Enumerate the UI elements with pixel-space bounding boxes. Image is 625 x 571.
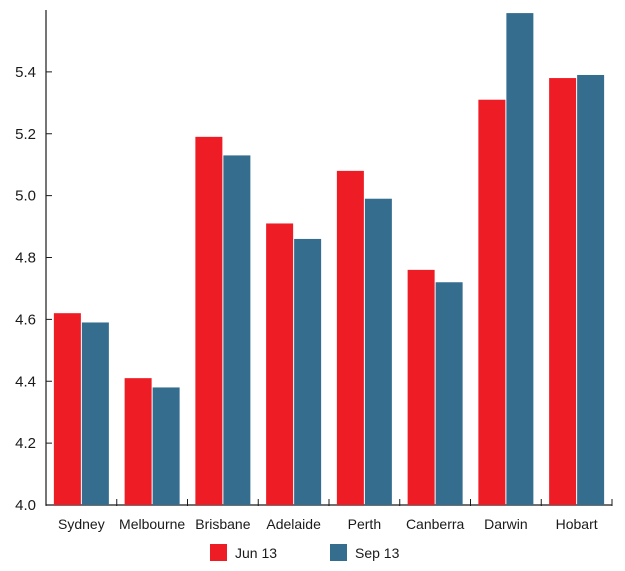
bar-jun-13-brisbane	[195, 136, 223, 505]
bar-jun-13-hobart	[549, 78, 577, 505]
bar-sep-13-darwin	[506, 13, 534, 505]
bar-sep-13-brisbane	[223, 155, 251, 505]
x-category-label: Darwin	[484, 516, 528, 532]
bar-sep-13-canberra	[435, 282, 463, 505]
x-category-label: Brisbane	[195, 516, 250, 532]
x-category-label: Canberra	[406, 516, 465, 532]
bar-jun-13-darwin	[478, 99, 506, 505]
bar-jun-13-adelaide	[266, 223, 294, 505]
legend-label: Jun 13	[235, 545, 277, 561]
bar-jun-13-sydney	[53, 313, 81, 505]
y-tick-label: 4.8	[15, 250, 36, 267]
y-axis: 4.0 4.2 4.4 4.6 4.8 5.0 5.2 5.4	[15, 10, 52, 514]
bar-sep-13-hobart	[577, 74, 605, 505]
x-category-label: Adelaide	[266, 516, 321, 532]
bar-sep-13-melbourne	[152, 387, 180, 505]
bars	[53, 13, 605, 505]
bar-jun-13-canberra	[407, 269, 435, 505]
bar-sep-13-adelaide	[294, 238, 322, 505]
y-tick-label: 4.6	[15, 311, 36, 328]
y-tick-label: 5.4	[15, 64, 36, 81]
x-category-label: Perth	[348, 516, 381, 532]
y-tick-label: 5.2	[15, 126, 36, 143]
y-tick-label: 4.0	[15, 497, 36, 514]
legend-label: Sep 13	[355, 545, 400, 561]
x-category-label: Melbourne	[119, 516, 185, 532]
y-tick-label: 4.2	[15, 435, 36, 452]
bar-jun-13-perth	[336, 170, 364, 505]
bar-sep-13-perth	[364, 198, 392, 505]
y-tick-label: 5.0	[15, 188, 36, 205]
legend: Jun 13 Sep 13	[210, 544, 400, 561]
legend-swatch	[210, 544, 227, 561]
x-category-label: Sydney	[58, 516, 105, 532]
y-tick-label: 4.4	[15, 373, 36, 390]
x-axis: Sydney Melbourne Brisbane Adelaide Perth Canb…	[45, 499, 613, 532]
bar-sep-13-sydney	[81, 322, 109, 505]
x-category-label: Hobart	[556, 516, 598, 532]
legend-swatch	[330, 544, 347, 561]
bar-jun-13-melbourne	[124, 378, 152, 505]
